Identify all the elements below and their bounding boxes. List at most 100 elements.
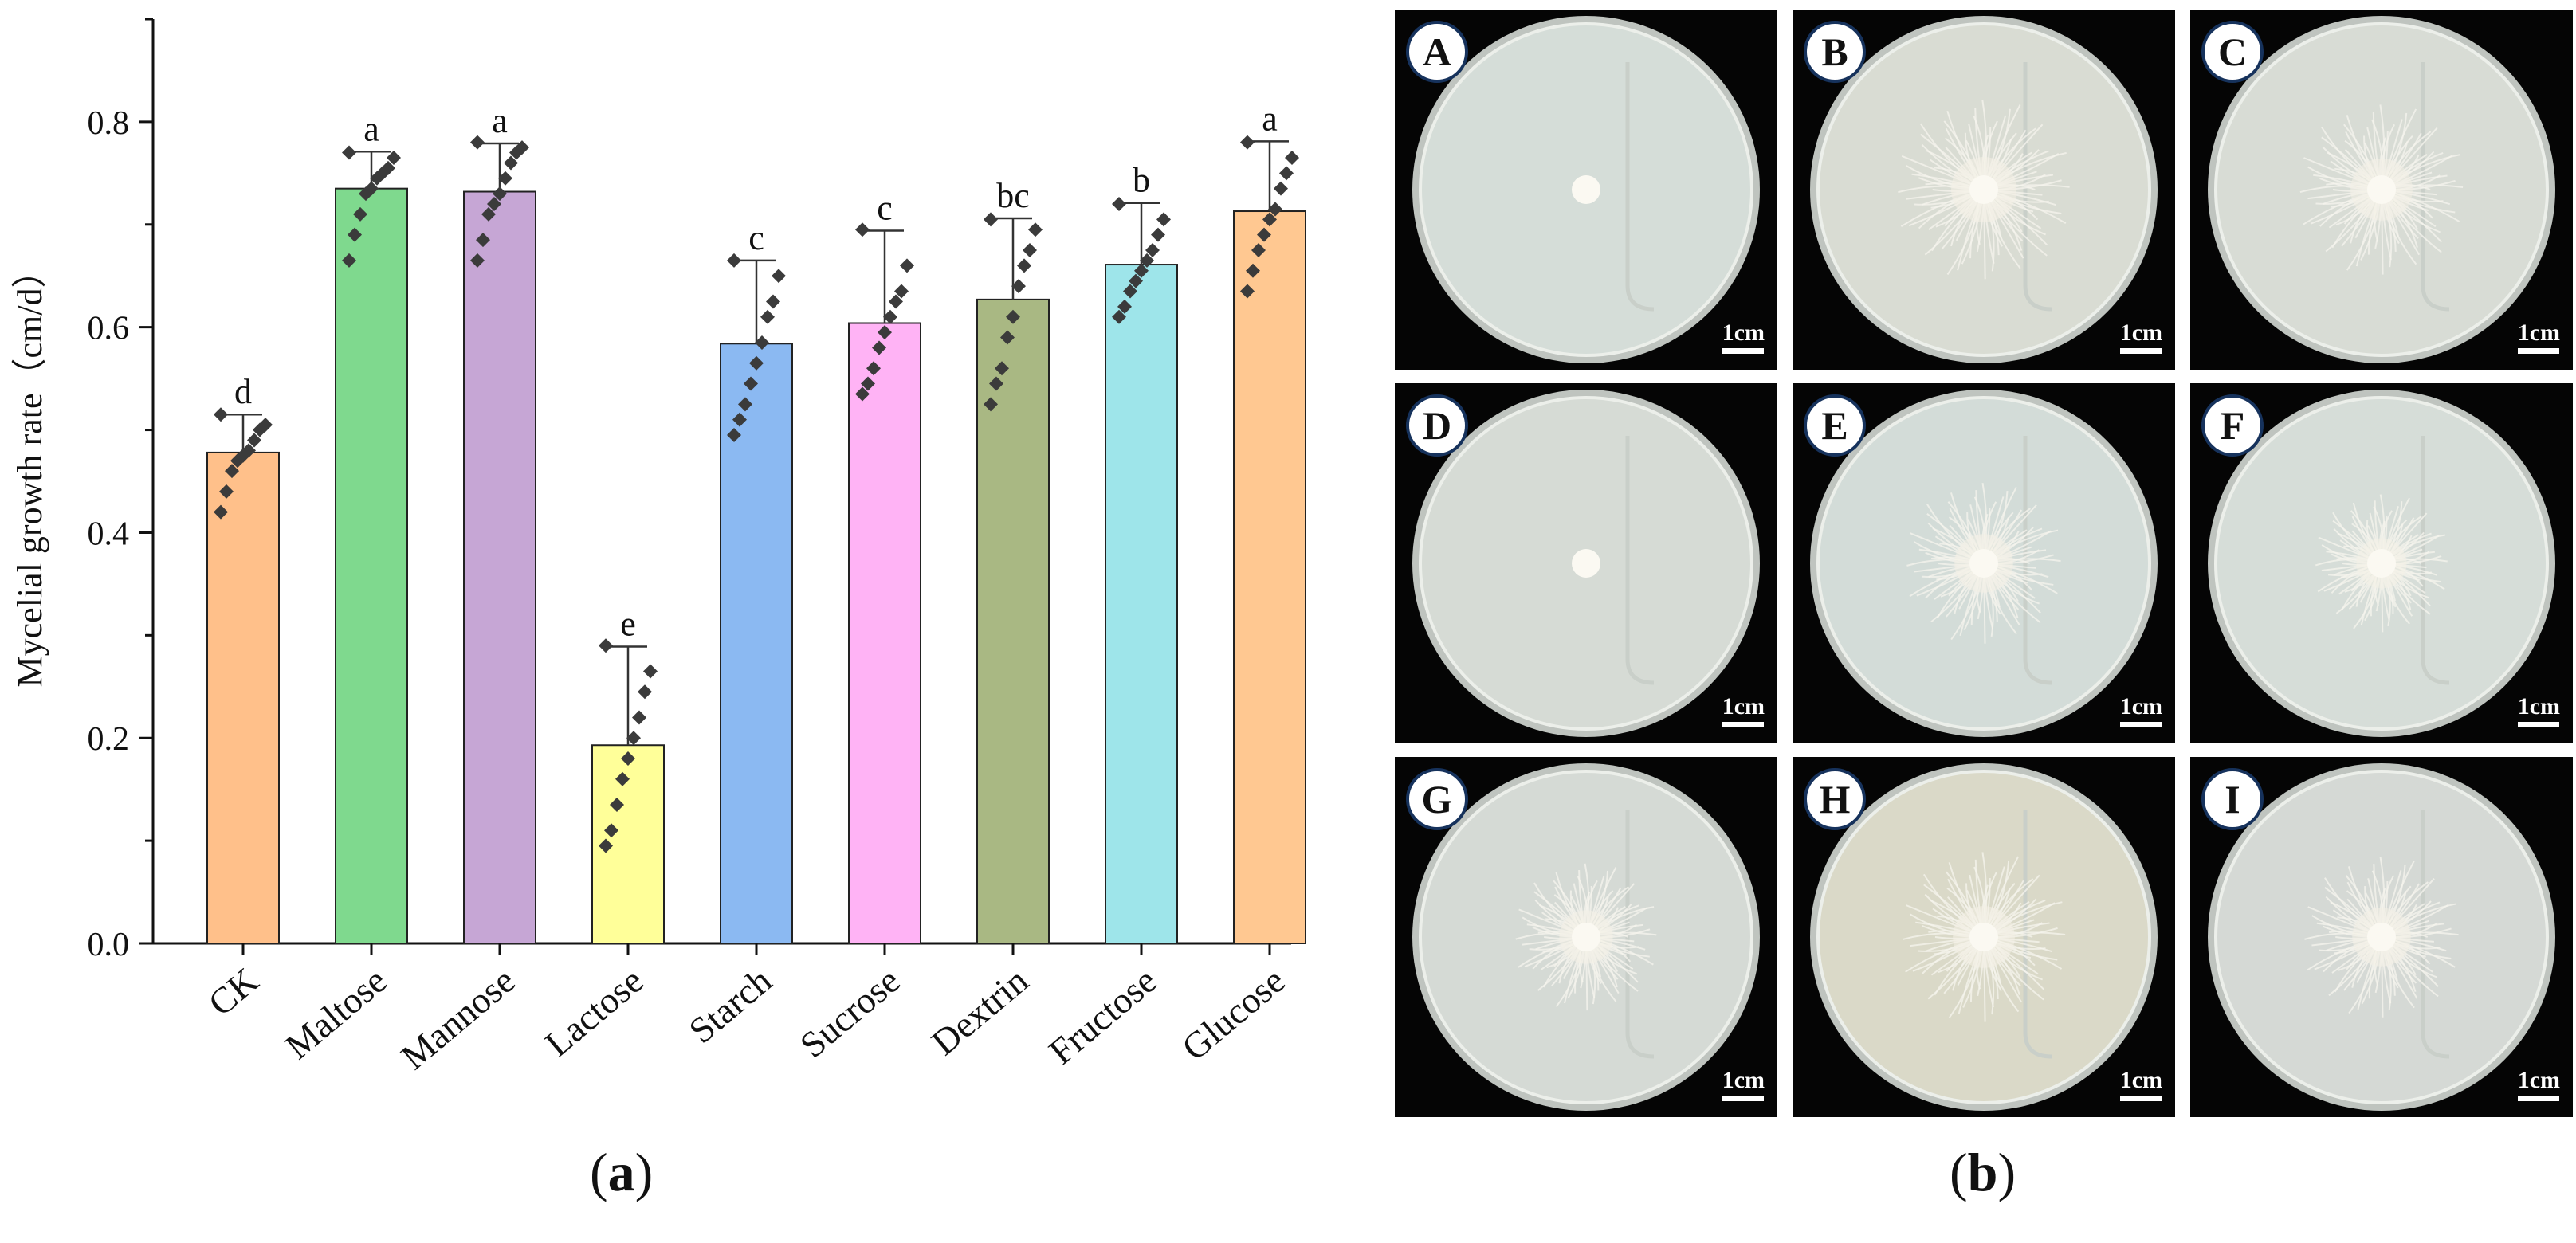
scale-bar-line bbox=[1722, 1096, 1765, 1101]
data-point bbox=[1006, 309, 1020, 324]
inoculum-disc bbox=[1572, 175, 1600, 204]
y-tick-label: 0.0 bbox=[88, 927, 130, 963]
data-point bbox=[883, 309, 897, 324]
data-point bbox=[348, 227, 362, 242]
plate-photo bbox=[2208, 390, 2555, 737]
caption-b-open: ( bbox=[1950, 1142, 1968, 1202]
data-point bbox=[727, 253, 741, 268]
data-point bbox=[1257, 227, 1271, 242]
scale-bar-label: 1cm bbox=[2517, 320, 2560, 346]
significance-letter: d bbox=[234, 372, 252, 411]
data-point bbox=[749, 355, 764, 371]
y-tick-label: 0.2 bbox=[88, 721, 130, 758]
data-point bbox=[214, 504, 228, 520]
data-point bbox=[744, 376, 758, 391]
significance-letter: a bbox=[1262, 99, 1278, 138]
data-point bbox=[1112, 197, 1126, 211]
plate-highlight bbox=[1816, 22, 2151, 357]
scale-bar-label: 1cm bbox=[1722, 320, 1765, 346]
plate-letter-badge: F bbox=[2201, 394, 2264, 457]
x-tick-label: Starch bbox=[681, 960, 779, 1052]
data-point bbox=[487, 197, 501, 211]
data-point bbox=[214, 407, 228, 422]
plate-highlight bbox=[2214, 396, 2549, 731]
plate-c: C 1cm bbox=[2190, 10, 2573, 370]
data-point bbox=[760, 309, 775, 324]
scale-bar: 1cm bbox=[2518, 693, 2560, 727]
scale-bar: 1cm bbox=[1722, 320, 1765, 354]
significance-letter: a bbox=[492, 101, 508, 140]
data-point bbox=[225, 464, 239, 479]
plate-photo bbox=[1412, 763, 1760, 1111]
plate-highlight bbox=[1419, 22, 1753, 357]
data-point bbox=[766, 294, 780, 309]
inoculum-disc bbox=[1969, 923, 1998, 951]
data-point bbox=[1251, 243, 1266, 257]
bar-ck bbox=[206, 451, 280, 944]
significance-letter: c bbox=[877, 189, 893, 228]
data-point bbox=[989, 376, 1003, 391]
data-point bbox=[894, 284, 909, 299]
bar-chart: 0.0 0.2 0.4 0.6 0.8 d a a e c c bc b a CK Maltose Mann… bbox=[10, 18, 1306, 1077]
y-tick-label: 0.4 bbox=[88, 516, 130, 552]
plate-mark bbox=[2421, 436, 2450, 685]
data-point bbox=[258, 418, 273, 433]
data-point bbox=[755, 335, 769, 350]
inoculum-disc bbox=[1572, 549, 1600, 578]
plate-a: A 1cm bbox=[1395, 10, 1777, 370]
bar-sucrose bbox=[848, 322, 921, 944]
data-point bbox=[1268, 202, 1282, 217]
plate-mark bbox=[1625, 62, 1655, 312]
plate-mark bbox=[2023, 62, 2052, 312]
data-point bbox=[1246, 263, 1260, 278]
y-axis-label: Mycelial growth rate（cm/d） bbox=[10, 253, 49, 688]
plate-photo bbox=[2208, 763, 2555, 1111]
plate-i: I 1cm bbox=[2190, 757, 2573, 1117]
data-point bbox=[621, 751, 635, 766]
scale-bar-label: 1cm bbox=[2517, 693, 2560, 720]
bar-dextrin bbox=[976, 298, 1050, 945]
data-points-group bbox=[214, 135, 1299, 853]
inoculum-disc bbox=[1969, 175, 1998, 204]
data-point bbox=[638, 684, 652, 700]
data-point bbox=[1000, 330, 1015, 345]
data-point bbox=[984, 397, 998, 412]
data-point bbox=[1011, 279, 1026, 294]
scale-bar-label: 1cm bbox=[2517, 1067, 2560, 1093]
data-point bbox=[632, 710, 646, 725]
data-point bbox=[599, 838, 613, 853]
x-tick-labels-group: CK Maltose Mannose Lactose Starch Sucrose Dext… bbox=[201, 943, 1292, 1077]
data-point bbox=[219, 484, 234, 499]
data-point bbox=[1274, 181, 1288, 196]
x-tick-label: CK bbox=[201, 960, 266, 1024]
data-point bbox=[1240, 284, 1255, 299]
inoculum-disc bbox=[1969, 549, 1998, 578]
data-point bbox=[381, 160, 395, 175]
scale-bar-line bbox=[2120, 348, 2162, 354]
scale-bar: 1cm bbox=[2518, 1067, 2560, 1101]
data-point bbox=[1156, 212, 1171, 227]
plate-letter-badge: G bbox=[1406, 768, 1468, 830]
significance-letter: b bbox=[1133, 161, 1150, 200]
plate-b: B 1cm bbox=[1793, 10, 2175, 370]
data-point bbox=[493, 186, 507, 202]
plate-photo bbox=[1810, 763, 2158, 1111]
plate-highlight bbox=[2214, 770, 2549, 1104]
caption-a-close: ) bbox=[634, 1142, 654, 1202]
scale-bar: 1cm bbox=[1722, 1067, 1765, 1101]
caption-b-close: ) bbox=[1997, 1142, 2016, 1202]
data-point bbox=[615, 771, 630, 786]
data-point bbox=[1028, 222, 1043, 237]
scale-bar: 1cm bbox=[2120, 1067, 2162, 1101]
x-tick-label: Lactose bbox=[537, 960, 650, 1065]
plate-mark bbox=[2421, 810, 2450, 1059]
plate-photo bbox=[1810, 390, 2158, 737]
plate-highlight bbox=[1816, 396, 2151, 731]
data-point bbox=[515, 140, 529, 155]
data-point bbox=[247, 433, 261, 448]
bar-mannose bbox=[463, 190, 536, 945]
data-point bbox=[610, 798, 624, 812]
data-point bbox=[861, 376, 875, 391]
x-tick-label: Fructose bbox=[1041, 960, 1164, 1072]
data-point bbox=[1123, 284, 1137, 299]
